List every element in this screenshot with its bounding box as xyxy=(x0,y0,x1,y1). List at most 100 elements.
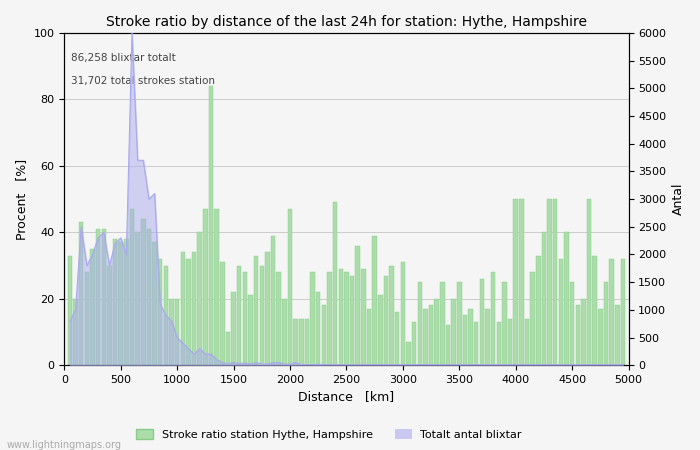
Bar xyxy=(508,319,512,365)
Bar xyxy=(531,272,535,365)
Bar xyxy=(344,272,349,365)
Bar xyxy=(457,282,461,365)
Bar xyxy=(525,319,529,365)
Bar xyxy=(231,292,236,365)
Bar xyxy=(321,306,326,365)
Bar xyxy=(519,199,524,365)
Bar xyxy=(203,209,208,365)
Bar xyxy=(158,259,162,365)
Bar xyxy=(220,262,225,365)
Bar xyxy=(491,272,496,365)
Bar xyxy=(621,259,625,365)
Bar xyxy=(85,272,89,365)
Bar xyxy=(68,256,72,365)
Bar xyxy=(102,229,106,365)
Bar xyxy=(271,236,275,365)
Title: Stroke ratio by distance of the last 24h for station: Hythe, Hampshire: Stroke ratio by distance of the last 24h… xyxy=(106,15,587,29)
Bar xyxy=(536,256,540,365)
Bar xyxy=(237,266,241,365)
Bar xyxy=(169,299,174,365)
Bar xyxy=(316,292,321,365)
Bar xyxy=(90,249,94,365)
Bar xyxy=(164,266,168,365)
Bar xyxy=(564,232,569,365)
X-axis label: Distance   [km]: Distance [km] xyxy=(298,391,395,404)
Bar xyxy=(243,272,247,365)
Bar xyxy=(192,252,196,365)
Bar xyxy=(474,322,479,365)
Bar xyxy=(118,242,123,365)
Bar xyxy=(181,252,185,365)
Bar xyxy=(356,246,360,365)
Bar xyxy=(468,309,472,365)
Bar xyxy=(592,256,597,365)
Bar xyxy=(124,239,129,365)
Bar xyxy=(79,222,83,365)
Bar xyxy=(581,299,586,365)
Bar xyxy=(553,199,557,365)
Bar xyxy=(372,236,377,365)
Bar xyxy=(547,199,552,365)
Bar xyxy=(225,332,230,365)
Bar xyxy=(435,299,439,365)
Bar xyxy=(209,86,214,365)
Bar xyxy=(395,312,400,365)
Bar xyxy=(598,309,603,365)
Bar xyxy=(424,309,428,365)
Bar xyxy=(384,275,388,365)
Bar xyxy=(175,299,179,365)
Bar xyxy=(96,229,100,365)
Bar xyxy=(496,322,501,365)
Bar xyxy=(328,272,332,365)
Bar xyxy=(282,299,286,365)
Bar xyxy=(559,259,563,365)
Bar xyxy=(74,299,78,365)
Bar xyxy=(610,259,614,365)
Bar xyxy=(248,296,253,365)
Bar xyxy=(288,209,293,365)
Bar xyxy=(135,232,140,365)
Bar xyxy=(186,259,190,365)
Bar xyxy=(367,309,371,365)
Bar xyxy=(333,202,337,365)
Bar xyxy=(389,266,394,365)
Bar xyxy=(260,266,264,365)
Bar xyxy=(575,306,580,365)
Bar xyxy=(310,272,315,365)
Bar xyxy=(417,282,422,365)
Text: 31,702 total strokes station: 31,702 total strokes station xyxy=(71,76,215,86)
Bar xyxy=(604,282,608,365)
Bar xyxy=(254,256,258,365)
Y-axis label: Antal: Antal xyxy=(672,183,685,216)
Bar xyxy=(400,262,405,365)
Bar xyxy=(463,315,467,365)
Bar xyxy=(412,322,416,365)
Bar xyxy=(147,229,151,365)
Bar xyxy=(570,282,575,365)
Bar xyxy=(304,319,309,365)
Bar xyxy=(502,282,507,365)
Bar xyxy=(514,199,518,365)
Bar xyxy=(378,296,383,365)
Bar xyxy=(141,219,146,365)
Bar xyxy=(350,275,354,365)
Bar xyxy=(615,306,620,365)
Text: www.lightningmaps.org: www.lightningmaps.org xyxy=(7,440,122,450)
Text: 86,258 blixtar totalt: 86,258 blixtar totalt xyxy=(71,53,176,63)
Bar xyxy=(587,199,592,365)
Legend: Stroke ratio station Hythe, Hampshire, Totalt antal blixtar: Stroke ratio station Hythe, Hampshire, T… xyxy=(132,425,526,445)
Bar xyxy=(265,252,270,365)
Bar xyxy=(130,209,134,365)
Bar xyxy=(429,306,433,365)
Bar xyxy=(197,232,202,365)
Bar xyxy=(361,269,365,365)
Bar xyxy=(406,342,411,365)
Bar xyxy=(446,325,450,365)
Bar xyxy=(485,309,490,365)
Y-axis label: Procent   [%]: Procent [%] xyxy=(15,158,28,240)
Bar xyxy=(293,319,298,365)
Bar xyxy=(214,209,219,365)
Bar xyxy=(480,279,484,365)
Bar xyxy=(276,272,281,365)
Bar xyxy=(452,299,456,365)
